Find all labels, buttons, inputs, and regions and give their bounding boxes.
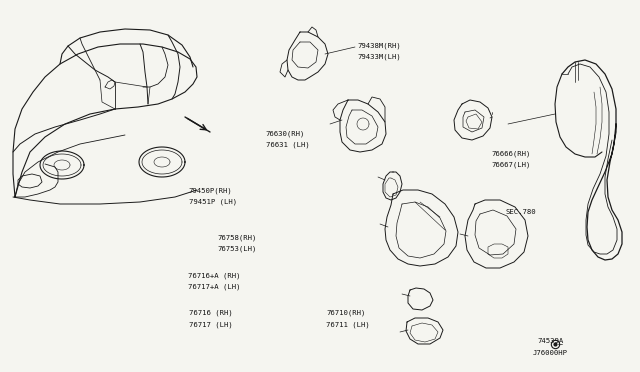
Text: 76711 (LH): 76711 (LH) bbox=[326, 321, 370, 328]
Text: 76667(LH): 76667(LH) bbox=[492, 161, 531, 168]
Text: 79450P(RH): 79450P(RH) bbox=[189, 187, 232, 194]
Text: 76717 (LH): 76717 (LH) bbox=[189, 321, 232, 328]
Text: 76753(LH): 76753(LH) bbox=[218, 246, 257, 253]
Text: 76630(RH): 76630(RH) bbox=[266, 131, 305, 137]
Text: 76758(RH): 76758(RH) bbox=[218, 235, 257, 241]
Text: J76000HP: J76000HP bbox=[533, 350, 568, 356]
Text: 76710(RH): 76710(RH) bbox=[326, 310, 366, 317]
Text: 79438M(RH): 79438M(RH) bbox=[357, 42, 401, 49]
Text: 76716+A (RH): 76716+A (RH) bbox=[188, 273, 240, 279]
Text: 79451P (LH): 79451P (LH) bbox=[189, 198, 237, 205]
Text: 79433M(LH): 79433M(LH) bbox=[357, 54, 401, 60]
Text: 76631 (LH): 76631 (LH) bbox=[266, 142, 309, 148]
Text: SEC.780: SEC.780 bbox=[506, 209, 536, 215]
Text: 76666(RH): 76666(RH) bbox=[492, 150, 531, 157]
Text: 74539A: 74539A bbox=[538, 339, 564, 344]
Text: 76717+A (LH): 76717+A (LH) bbox=[188, 284, 240, 291]
Text: 76716 (RH): 76716 (RH) bbox=[189, 310, 232, 317]
